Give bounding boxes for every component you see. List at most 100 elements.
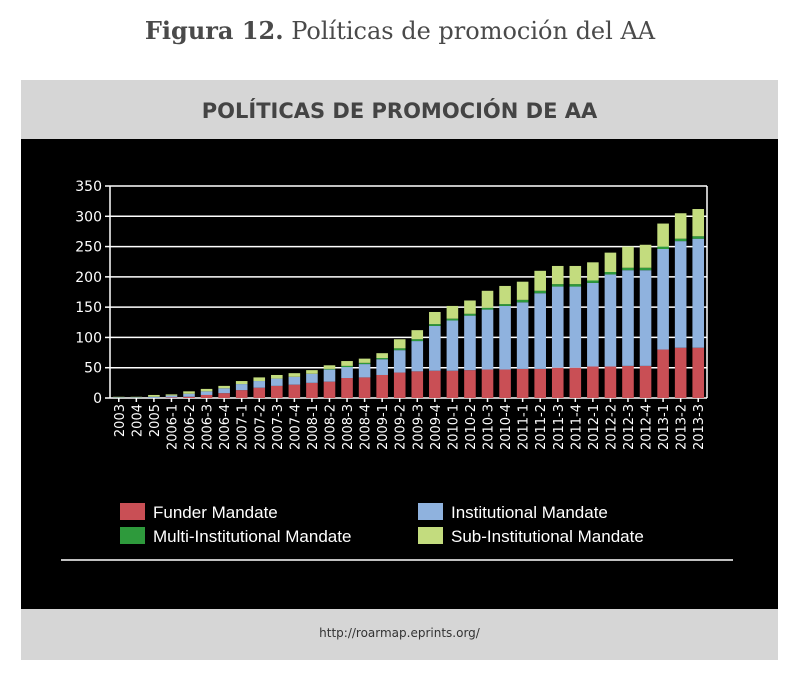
legend-swatch bbox=[120, 527, 145, 544]
bar-segment-institutional-mandate bbox=[393, 350, 406, 373]
bar-segment-funder-mandate bbox=[551, 367, 564, 398]
y-tick-label: 0 bbox=[93, 391, 102, 407]
bar-segment-funder-mandate bbox=[481, 369, 494, 398]
bar-segment-multi-institutional-mandate bbox=[569, 284, 582, 287]
bar-segment-multi-institutional-mandate bbox=[604, 272, 617, 275]
bar-segment-sub-institutional-mandate bbox=[622, 246, 634, 268]
bar-segment-funder-mandate bbox=[393, 372, 406, 398]
x-tick-label: 2008-3 bbox=[341, 404, 356, 450]
y-tick-label: 250 bbox=[75, 240, 102, 256]
legend-label: Sub-Institutional Mandate bbox=[451, 527, 644, 546]
bar-segment-multi-institutional-mandate bbox=[516, 299, 529, 303]
bar-segment-institutional-mandate bbox=[569, 286, 582, 368]
chart-title: POLÍTICAS DE PROMOCIÓN DE AA bbox=[201, 99, 598, 123]
bar-segment-sub-institutional-mandate bbox=[481, 290, 494, 308]
bar-segment-institutional-mandate bbox=[112, 397, 125, 398]
bar-segment-multi-institutional-mandate bbox=[393, 348, 406, 351]
bar-segment-funder-mandate bbox=[499, 369, 511, 398]
bar-segment-multi-institutional-mandate bbox=[587, 280, 599, 283]
bar-segment-institutional-mandate bbox=[358, 364, 371, 378]
bar-segment-funder-mandate bbox=[464, 370, 476, 398]
bar-segment-sub-institutional-mandate bbox=[429, 311, 441, 325]
x-tick-label: 2004 bbox=[130, 404, 145, 437]
chart-panel: POLÍTICAS DE PROMOCIÓN DE AA 0 50 100 150 20… bbox=[21, 80, 778, 660]
bar-segment-funder-mandate bbox=[587, 366, 599, 398]
bar-segment-sub-institutional-mandate bbox=[464, 300, 476, 314]
y-tick-label: 200 bbox=[75, 270, 102, 286]
bar-segment-funder-mandate bbox=[516, 368, 529, 398]
bar-segment-sub-institutional-mandate bbox=[165, 394, 178, 396]
bar-segment-sub-institutional-mandate bbox=[674, 213, 687, 239]
bar-segment-multi-institutional-mandate bbox=[429, 324, 441, 326]
bar-segment-institutional-mandate bbox=[604, 274, 617, 367]
legend-swatch bbox=[418, 527, 443, 544]
x-tick-label: 2011-4 bbox=[569, 404, 584, 450]
x-tick-label: 2006-4 bbox=[218, 404, 233, 450]
bar-segment-funder-mandate bbox=[569, 367, 582, 398]
y-tick-label: 100 bbox=[75, 330, 102, 346]
bar-segment-funder-mandate bbox=[639, 365, 652, 398]
bar-segment-institutional-mandate bbox=[534, 293, 546, 369]
bar-segment-multi-institutional-mandate bbox=[639, 267, 652, 271]
x-tick-label: 2012-3 bbox=[622, 404, 637, 450]
bar-segment-funder-mandate bbox=[306, 382, 318, 398]
bar-segment-funder-mandate bbox=[604, 366, 617, 398]
bar-segment-sub-institutional-mandate bbox=[112, 396, 125, 398]
bar-segment-multi-institutional-mandate bbox=[481, 307, 494, 310]
bar-segment-institutional-mandate bbox=[130, 397, 143, 398]
x-tick-label: 2013-1 bbox=[657, 404, 672, 450]
bar-segment-sub-institutional-mandate bbox=[393, 339, 406, 349]
bar-segment-sub-institutional-mandate bbox=[551, 265, 564, 285]
x-tick-label: 2006-1 bbox=[165, 404, 180, 450]
bar-segment-sub-institutional-mandate bbox=[358, 358, 371, 363]
bar-segment-funder-mandate bbox=[674, 347, 687, 398]
bar-segment-sub-institutional-mandate bbox=[288, 373, 301, 377]
figure-number: Figura 12. bbox=[144, 16, 284, 45]
bar-segment-institutional-mandate bbox=[657, 248, 669, 350]
legend-label: Institutional Mandate bbox=[451, 503, 608, 522]
bar-segment-funder-mandate bbox=[165, 397, 178, 398]
bar-segment-institutional-mandate bbox=[551, 286, 564, 368]
x-tick-label: 2009-2 bbox=[394, 404, 409, 450]
x-tick-label: 2009-3 bbox=[411, 404, 426, 450]
bar-segment-sub-institutional-mandate bbox=[411, 330, 424, 340]
y-tick-label: 150 bbox=[75, 300, 102, 316]
bar-segment-funder-mandate bbox=[253, 387, 266, 398]
bar-segment-funder-mandate bbox=[622, 365, 634, 398]
x-tick-label: 2013-2 bbox=[675, 404, 690, 450]
figure-title: Políticas de promoción del AA bbox=[291, 17, 656, 45]
bar-segment-institutional-mandate bbox=[218, 388, 230, 394]
bar-segment-sub-institutional-mandate bbox=[271, 374, 283, 379]
bar-segment-multi-institutional-mandate bbox=[657, 246, 669, 249]
x-tick-label: 2010-2 bbox=[464, 404, 479, 450]
bar-segment-multi-institutional-mandate bbox=[551, 284, 564, 287]
bar-segment-institutional-mandate bbox=[235, 384, 248, 391]
bar-segment-multi-institutional-mandate bbox=[411, 339, 424, 342]
bar-segment-sub-institutional-mandate bbox=[604, 252, 617, 273]
source-url: http://roarmap.eprints.org/ bbox=[319, 626, 480, 640]
y-tick-label: 350 bbox=[75, 179, 102, 195]
bar-segment-sub-institutional-mandate bbox=[323, 365, 336, 369]
bar-segment-funder-mandate bbox=[183, 396, 195, 398]
bar-segment-funder-mandate bbox=[657, 349, 669, 398]
x-tick-label: 2006-3 bbox=[201, 404, 216, 450]
bar-segment-funder-mandate bbox=[341, 378, 353, 398]
bar-segment-institutional-mandate bbox=[288, 376, 301, 385]
bar-segment-institutional-mandate bbox=[148, 396, 160, 398]
bar-segment-institutional-mandate bbox=[200, 391, 213, 395]
bar-segment-institutional-mandate bbox=[516, 302, 529, 369]
x-tick-label: 2010-1 bbox=[446, 404, 461, 450]
bar-segment-institutional-mandate bbox=[271, 378, 283, 386]
bar-segment-sub-institutional-mandate bbox=[183, 391, 195, 394]
bar-segment-funder-mandate bbox=[200, 394, 213, 398]
bar-segment-sub-institutional-mandate bbox=[516, 281, 529, 300]
bar-segment-sub-institutional-mandate bbox=[253, 377, 266, 382]
bar-segment-institutional-mandate bbox=[499, 305, 511, 370]
bar-segment-funder-mandate bbox=[692, 347, 705, 398]
bar-segment-institutional-mandate bbox=[481, 309, 494, 370]
bar-segment-sub-institutional-mandate bbox=[692, 209, 705, 237]
bar-segment-sub-institutional-mandate bbox=[130, 396, 143, 398]
bar-segment-institutional-mandate bbox=[446, 320, 459, 371]
x-tick-label: 2007-3 bbox=[271, 404, 286, 450]
bar-segment-institutional-mandate bbox=[341, 367, 353, 379]
